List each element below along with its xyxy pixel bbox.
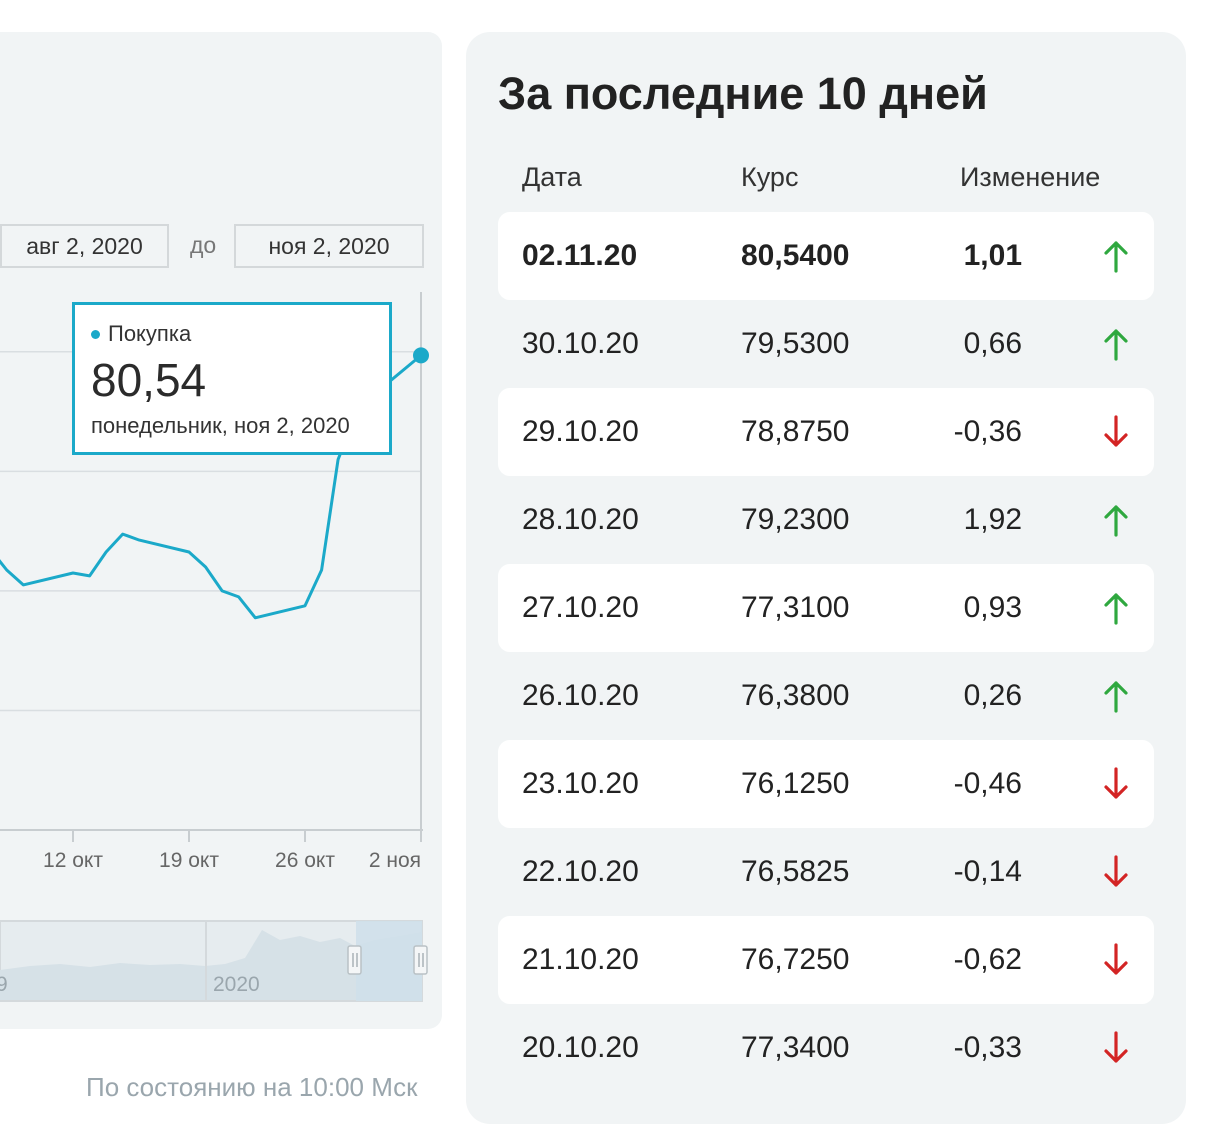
cell-change: 0,26 (963, 679, 1022, 712)
navigator-area (0, 930, 422, 1000)
cell-change: -0,62 (953, 943, 1022, 976)
cell-date: 29.10.20 (522, 415, 639, 448)
column-header-rate: Курс (741, 162, 799, 192)
navigator-left-handle[interactable] (347, 945, 362, 975)
series-line-purchase (0, 354, 422, 620)
navigator-label-prev-year: 9 (0, 973, 8, 996)
x-axis-ticks: 12 окт 19 окт 26 окт 2 ноя (43, 830, 422, 872)
table-row: 29.10.20 78,8750 -0,36 (498, 388, 1154, 476)
cell-change: 0,66 (963, 327, 1022, 360)
cell-date: 23.10.20 (522, 767, 639, 800)
chart-panel (0, 32, 442, 1029)
cell-rate: 79,2300 (741, 503, 850, 536)
arrow-up-icon (1104, 505, 1128, 537)
cell-rate: 79,5300 (741, 327, 850, 360)
x-tick-label: 26 окт (275, 849, 335, 872)
cell-rate: 76,7250 (741, 943, 850, 976)
table-row: 26.10.20 76,3800 0,26 (498, 652, 1154, 740)
arrow-down-icon (1104, 415, 1128, 447)
cell-change: 1,92 (963, 503, 1022, 536)
navigator-selection[interactable] (356, 921, 422, 1001)
cell-change: -0,36 (953, 415, 1022, 448)
column-header-change: Изменение (960, 162, 1101, 192)
tooltip-series-row: Покупка (91, 321, 373, 347)
tooltip-series-name: Покупка (108, 321, 192, 346)
x-tick-label: 2 ноя (369, 849, 421, 872)
x-tick-label: 19 окт (159, 849, 219, 872)
cell-rate: 76,1250 (741, 767, 850, 800)
table-row: 23.10.20 76,1250 -0,46 (498, 740, 1154, 828)
navigator-right-handle[interactable] (413, 945, 428, 975)
cell-rate: 77,3100 (741, 591, 850, 624)
date-range-separator: до (190, 232, 217, 258)
arrow-up-icon (1104, 681, 1128, 713)
cell-date: 02.11.20 (522, 239, 638, 272)
column-header-date: Дата (522, 162, 582, 192)
rate-table-rows: 02.11.20 80,5400 1,01 30.10.20 79,5300 0,66 29… (498, 212, 1154, 1092)
series-dot-icon (91, 329, 100, 339)
cell-change: -0,33 (953, 1031, 1022, 1064)
date-range-to-input[interactable]: ноя 2, 2020 (234, 224, 424, 268)
cell-date: 30.10.20 (522, 327, 639, 360)
cell-date: 20.10.20 (522, 1031, 639, 1064)
arrow-down-icon (1104, 943, 1128, 975)
table-title: За последние 10 дней (498, 68, 988, 119)
cell-date: 26.10.20 (522, 679, 639, 712)
navigator-label-year: 2020 (213, 973, 260, 996)
table-row: 28.10.20 79,2300 1,92 (498, 476, 1154, 564)
cell-rate: 76,3800 (741, 679, 850, 712)
cell-date: 28.10.20 (522, 503, 639, 536)
cell-rate: 76,5825 (741, 855, 850, 888)
cell-rate: 80,5400 (741, 239, 850, 272)
chart-navigator[interactable]: 9 2020 (0, 918, 430, 1004)
arrow-down-icon (1104, 767, 1128, 799)
arrow-up-icon (1104, 329, 1128, 361)
last-10-days-panel: За последние 10 дней Дата Курс Изменение… (466, 32, 1186, 1124)
cell-date: 21.10.20 (522, 943, 639, 976)
cell-change: -0,14 (953, 855, 1022, 888)
arrow-up-icon (1104, 241, 1128, 273)
status-note: По состоянию на 10:00 Мск (86, 1072, 418, 1102)
date-range-from-input[interactable]: авг 2, 2020 (0, 224, 169, 268)
highlight-point[interactable] (413, 347, 429, 364)
cell-date: 22.10.20 (522, 855, 639, 888)
tooltip-value: 80,54 (91, 354, 207, 406)
cell-change: 0,93 (963, 591, 1022, 624)
table-row: 21.10.20 76,7250 -0,62 (498, 916, 1154, 1004)
x-tick-label: 12 окт (43, 849, 103, 872)
table-row: 02.11.20 80,5400 1,01 (498, 212, 1154, 300)
tooltip-date: понедельник, ноя 2, 2020 (91, 413, 350, 438)
cell-rate: 78,8750 (741, 415, 850, 448)
chart-tooltip: Покупка 80,54 понедельник, ноя 2, 2020 (72, 302, 392, 455)
cell-rate: 77,3400 (741, 1031, 850, 1064)
arrow-down-icon (1104, 1031, 1128, 1063)
table-row: 27.10.20 77,3100 0,93 (498, 564, 1154, 652)
table-row: 20.10.20 77,3400 -0,33 (498, 1004, 1154, 1092)
cell-change: -0,46 (953, 767, 1022, 800)
cell-change: 1,01 (963, 239, 1022, 272)
rate-line-chart[interactable]: 12 окт 19 окт 26 окт 2 ноя (0, 290, 430, 880)
cell-date: 27.10.20 (522, 591, 639, 624)
table-row: 22.10.20 76,5825 -0,14 (498, 828, 1154, 916)
arrow-down-icon (1104, 855, 1128, 887)
arrow-up-icon (1104, 593, 1128, 625)
table-row: 30.10.20 79,5300 0,66 (498, 300, 1154, 388)
